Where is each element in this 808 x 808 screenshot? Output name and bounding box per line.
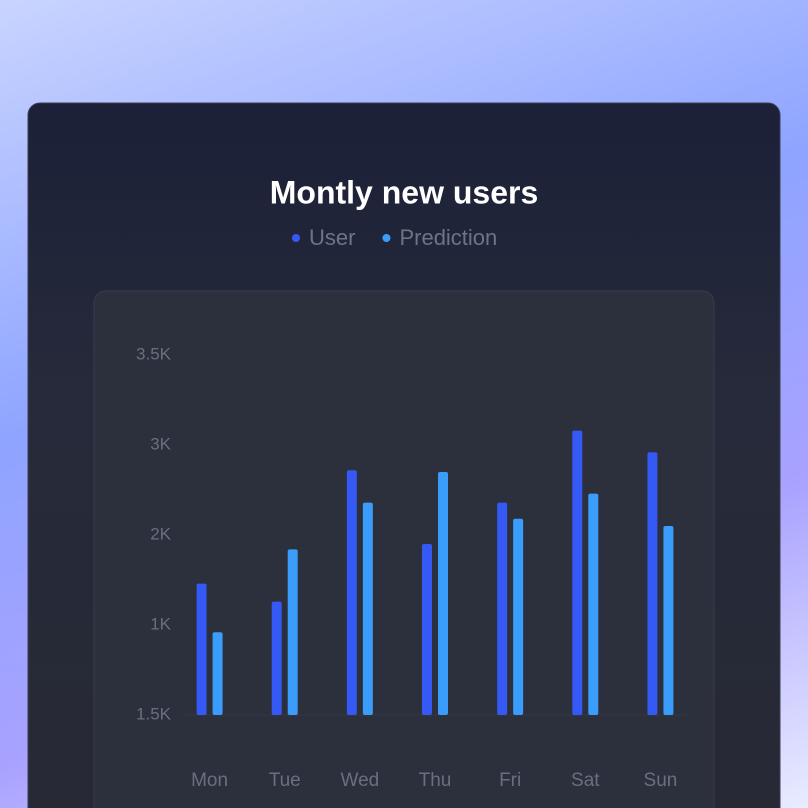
y-tick-label: 3.5K [136, 344, 172, 363]
bar [438, 472, 448, 715]
x-tick-label: Sun [644, 770, 678, 791]
bar [346, 470, 357, 715]
legend-dot [382, 234, 391, 242]
bar [647, 452, 658, 715]
y-tick-label: 3K [150, 434, 171, 453]
x-tick-label: Tue [269, 770, 301, 791]
legend-dot [292, 234, 300, 242]
x-tick-label: Mon [191, 770, 228, 791]
bar [588, 493, 599, 715]
chart-title: Montly new users [270, 174, 539, 210]
x-tick-label: Thu [419, 770, 452, 791]
legend: User Prediction [292, 225, 497, 250]
bar [422, 544, 432, 715]
legend-label: User [309, 225, 355, 250]
chart-panel [93, 290, 715, 808]
x-tick-label: Fri [499, 770, 521, 791]
y-tick-label: 1K [150, 614, 171, 633]
bar [196, 583, 207, 715]
plot: 3.5K 3K 2K 1K 1.5K Mon Tue Wed Thu Fri Sat Sun [136, 344, 690, 791]
bar [271, 601, 282, 715]
bar [212, 632, 223, 715]
bar [572, 430, 583, 715]
y-tick-label: 2K [150, 524, 171, 543]
bar [497, 502, 508, 715]
legend-label: Prediction [399, 225, 497, 250]
x-tick-label: Wed [340, 770, 379, 791]
x-tick-label: Sat [571, 770, 600, 791]
bar [287, 549, 298, 715]
bar [513, 518, 524, 715]
y-tick-label: 1.5K [136, 704, 172, 723]
bar [362, 502, 373, 715]
bar [663, 526, 674, 715]
